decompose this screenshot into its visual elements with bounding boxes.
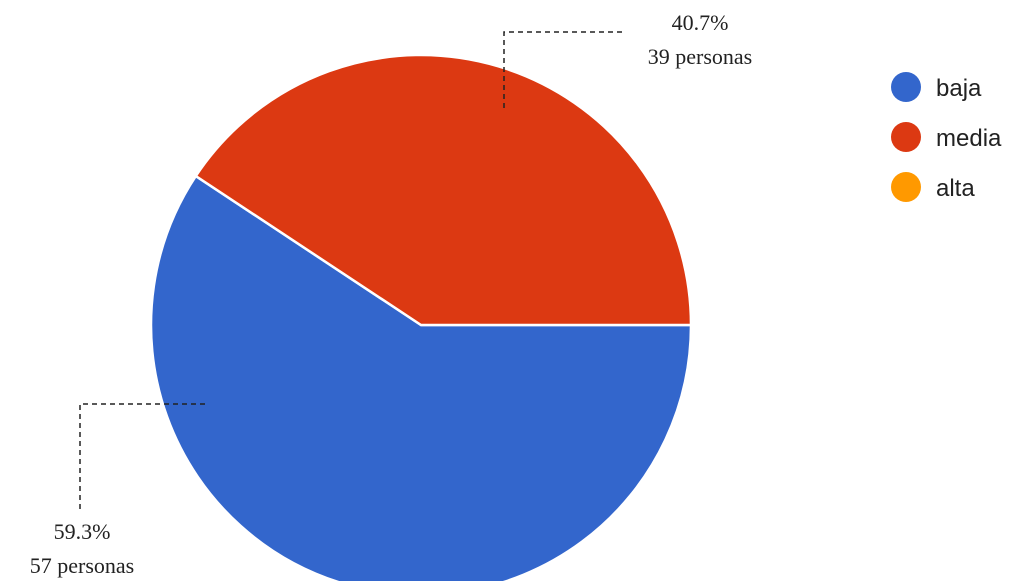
legend-item-media[interactable]: media: [891, 122, 1002, 152]
legend-label-baja: baja: [936, 75, 982, 102]
legend-item-baja[interactable]: baja: [891, 72, 982, 102]
pie-slice-media: [194, 53, 693, 327]
legend-label-media: media: [936, 125, 1002, 152]
pie-slices: [149, 53, 693, 581]
pie-slice-baja: [149, 174, 693, 581]
legend-item-alta[interactable]: alta: [891, 172, 975, 202]
legend-swatch-baja: [891, 72, 921, 102]
count-label-baja: 57 personas: [30, 553, 134, 578]
legend-swatch-media: [891, 122, 921, 152]
percent-label-media: 40.7%: [672, 10, 729, 35]
legend-label-alta: alta: [936, 175, 975, 202]
legend-swatch-alta: [891, 172, 921, 202]
count-label-media: 39 personas: [648, 44, 752, 69]
leader-lines: [79, 31, 625, 512]
slice-labels: 59.3% 57 personas 40.7% 39 personas: [30, 10, 752, 578]
percent-label-baja: 59.3%: [54, 519, 111, 544]
leader-line-media: [503, 31, 625, 108]
legend: baja media alta: [891, 72, 1002, 202]
